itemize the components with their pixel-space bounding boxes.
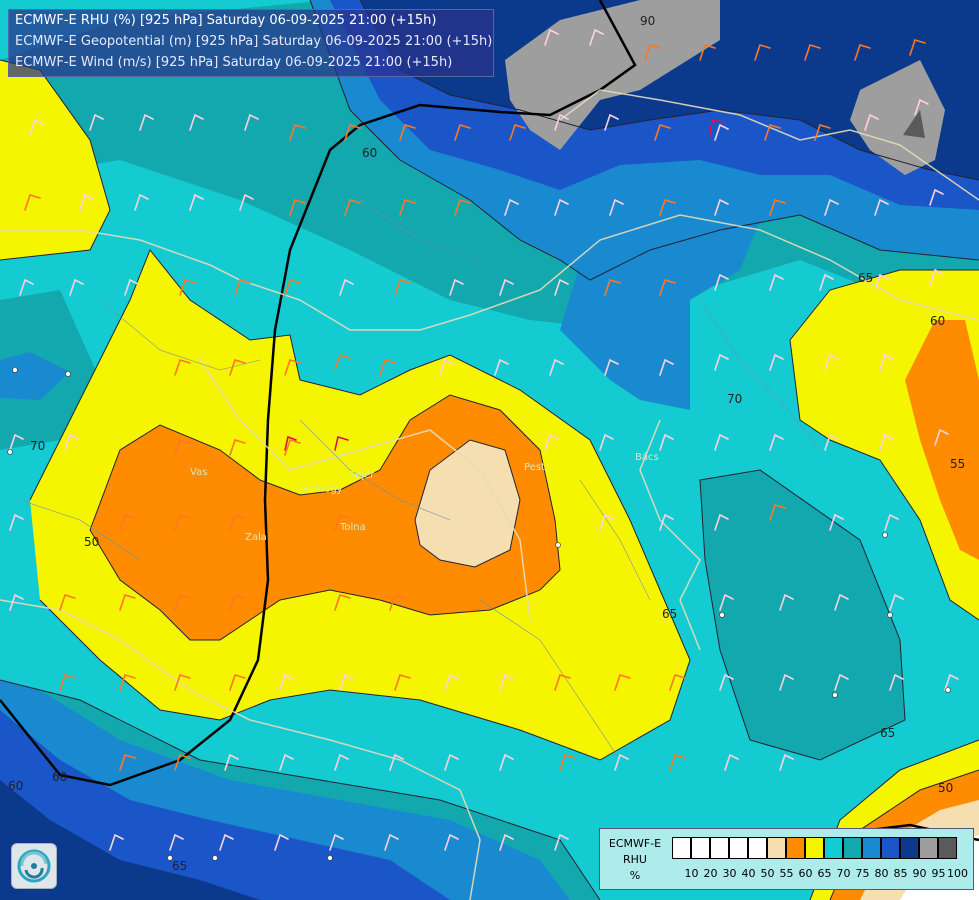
svg-text:Vas: Vas [190, 467, 207, 478]
legend-swatch [672, 837, 691, 859]
rhu-field-70-east [700, 470, 905, 760]
rhu-field-50-center [415, 440, 520, 567]
wind-barbs [9, 28, 959, 851]
svg-text:Somogy: Somogy [302, 484, 343, 495]
legend-swatch [767, 837, 786, 859]
rhu-field-95 [903, 110, 925, 138]
legend-swatch [862, 837, 881, 859]
svg-text:Tolna: Tolna [339, 522, 366, 533]
svg-text:60: 60 [930, 314, 945, 328]
legend-tick: 55 [779, 867, 794, 880]
rhu-field-75-center [560, 205, 760, 410]
legend-variable: RHU [623, 853, 647, 866]
legend-tick: 100 [947, 867, 968, 880]
legend-tick: 40 [741, 867, 756, 880]
svg-text:60: 60 [52, 770, 67, 784]
legend-swatch [729, 837, 748, 859]
legend-swatch [824, 837, 843, 859]
svg-text:70: 70 [30, 439, 45, 453]
svg-text:65: 65 [880, 726, 895, 740]
admin-borders [19, 199, 821, 761]
svg-text:Bács: Bács [635, 451, 659, 463]
calm-markers [7, 367, 951, 861]
legend-swatch [691, 837, 710, 859]
title-rhu: ECMWF-E RHU (%) [925 hPa] Saturday 06-09… [15, 13, 437, 28]
legend-tick: 50 [760, 867, 775, 880]
legend-tick: 70 [836, 867, 851, 880]
legend-tick: 75 [855, 867, 870, 880]
svg-text:65: 65 [172, 859, 187, 873]
rhu-field-85 [360, 0, 979, 180]
rhu-field-75-west [0, 352, 70, 400]
svg-text:55: 55 [950, 457, 965, 471]
title-geopotential: ECMWF-E Geopotential (m) [925 hPa] Satur… [15, 34, 493, 49]
legend-tick: 95 [931, 867, 946, 880]
legend-tick: 65 [817, 867, 832, 880]
svg-text:90: 90 [640, 14, 655, 28]
legend-swatch [710, 837, 729, 859]
rhu-field-90-a [505, 0, 720, 150]
rhu-field-80-south [0, 710, 450, 900]
contour-labels: 90 60 65 60 70 70 55 65 65 50 65 50 60 6… [8, 14, 965, 873]
legend-model: ECMWF-E [608, 837, 662, 850]
title-wind: ECMWF-E Wind (m/s) [925 hPa] Saturday 06… [15, 55, 453, 70]
rhu-field-60-northwest [0, 60, 110, 260]
svg-text:50: 50 [938, 781, 953, 795]
svg-text:Pest: Pest [524, 462, 545, 473]
place-labels: Vas Somogy Fejér Zala Tolna Pest Bács [190, 451, 659, 543]
rhu-field-90-b [850, 60, 945, 175]
svg-text:Fejér: Fejér [350, 469, 375, 481]
legend-swatch [805, 837, 824, 859]
legend-tick: 60 [798, 867, 813, 880]
rhu-field-55-center [90, 395, 560, 640]
svg-text:Zala: Zala [245, 532, 267, 543]
svg-text:70: 70 [727, 392, 742, 406]
map-title-box: ECMWF-E RHU (%) [925 hPa] Saturday 06-09… [8, 9, 494, 77]
ecmwf-swirl-icon[interactable] [11, 843, 57, 889]
legend-swatch [748, 837, 767, 859]
svg-text:60: 60 [362, 146, 377, 160]
country-borders [0, 89, 979, 900]
legend-swatch [881, 837, 900, 859]
svg-text:65: 65 [858, 271, 873, 285]
legend-tick: 30 [722, 867, 737, 880]
svg-text:60: 60 [8, 779, 23, 793]
svg-text:65: 65 [662, 607, 677, 621]
legend-swatch [786, 837, 805, 859]
legend-swatch [938, 837, 957, 859]
legend-swatch [919, 837, 938, 859]
svg-text:50: 50 [84, 535, 99, 549]
rhu-legend: ECMWF-E RHU % 10 20 30 40 50 55 60 65 70 75 80 85 90… [599, 828, 974, 890]
legend-tick: 85 [893, 867, 908, 880]
legend-swatch [900, 837, 919, 859]
legend-tick: 80 [874, 867, 889, 880]
rhu-field-85-south [0, 780, 260, 900]
legend-tick: 90 [912, 867, 927, 880]
legend-unit: % [629, 869, 641, 882]
legend-swatch [843, 837, 862, 859]
legend-tick: 10 [684, 867, 699, 880]
legend-tick: 20 [703, 867, 718, 880]
rhu-field-55-east [905, 320, 979, 560]
